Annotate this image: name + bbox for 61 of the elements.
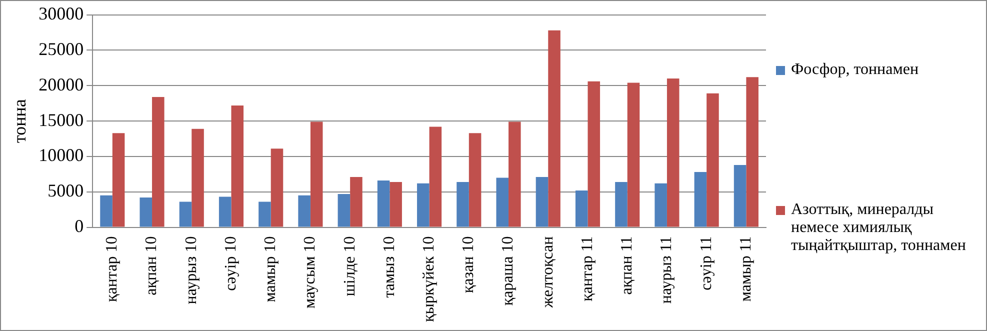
x-tick-label: мамыр 10 (262, 236, 280, 302)
x-tick-label: шілде 10 (341, 236, 358, 296)
bar (417, 183, 430, 227)
x-tick-label: наурыз 11 (658, 236, 676, 304)
bar (192, 128, 204, 227)
bar (615, 182, 628, 227)
bar (377, 180, 390, 227)
bar (152, 96, 164, 227)
x-tick-label: қараша 10 (500, 236, 517, 306)
bar (548, 30, 560, 227)
x-tick-label: тамыз 10 (380, 236, 398, 298)
bar (468, 133, 482, 227)
bar (338, 194, 350, 227)
bar (588, 81, 600, 227)
legend-label: Фосфор, тоннамен (791, 61, 918, 79)
y-tick-label: 15000 (38, 110, 84, 130)
x-tick-label: ақпан 11 (618, 236, 636, 295)
x-tick-label: мамыр 11 (737, 236, 754, 302)
x-tick-label: сәуір 11 (698, 236, 715, 290)
bar (508, 122, 521, 227)
bar (390, 182, 402, 227)
bar (270, 148, 284, 227)
bar (429, 126, 442, 227)
x-tick-label: ақпан 10 (143, 236, 160, 296)
bar (694, 172, 707, 227)
bar (627, 82, 640, 227)
bar (231, 105, 244, 227)
bar (140, 198, 152, 227)
bar (350, 176, 362, 227)
y-tick-label: 25000 (38, 38, 84, 59)
bar (218, 196, 232, 227)
x-tick-label: қантар 11 (578, 236, 596, 302)
bar (496, 178, 509, 227)
bar (100, 195, 112, 227)
y-tick-label: 0 (74, 216, 84, 236)
bar (258, 202, 271, 227)
bar (575, 190, 588, 227)
x-tick-label: қазан 10 (460, 236, 478, 294)
y-tick-label: 10000 (38, 145, 84, 166)
y-tick-label: 5000 (48, 180, 84, 201)
bar (179, 202, 192, 227)
y-tick-label: 20000 (38, 74, 84, 94)
bar (706, 93, 719, 227)
bar (536, 176, 548, 227)
legend-label: Азоттық, минералды немесе химиялық тыңайтқыштар, тоннамен (791, 201, 967, 255)
x-tick-label: наурыз 10 (182, 236, 200, 304)
x-tick-label: қантар 10 (104, 236, 121, 302)
bar (734, 164, 746, 227)
x-tick-label: сәуір 10 (222, 236, 240, 291)
bar (666, 78, 680, 227)
bar (112, 133, 125, 227)
bar (456, 182, 469, 227)
y-tick-label: 30000 (38, 4, 84, 24)
bar (654, 183, 667, 227)
bar (746, 77, 758, 227)
y-axis-title: тонна (10, 99, 30, 143)
x-tick-label: желтоқсан (539, 236, 556, 309)
bar (298, 195, 310, 227)
x-tick-label: маусым 10 (302, 236, 319, 309)
bar (310, 122, 323, 227)
x-tick-label: қыркүйек 10 (420, 236, 438, 322)
